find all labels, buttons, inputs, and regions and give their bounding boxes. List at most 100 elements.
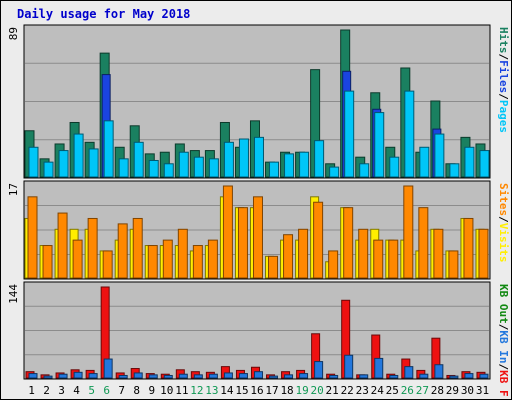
x-tick-label-day-13: 13 bbox=[205, 384, 218, 397]
x-tick-label-day-20: 20 bbox=[311, 384, 324, 397]
bar-pages-day-31 bbox=[479, 150, 490, 178]
x-tick-label-day-22: 22 bbox=[341, 384, 354, 397]
bar-sites-day-18 bbox=[283, 234, 294, 279]
legend-hits: Hits bbox=[497, 27, 510, 54]
bar-sites-day-30 bbox=[463, 217, 474, 279]
bar-kb-in-day-9 bbox=[148, 374, 158, 379]
x-tick-label-day-17: 17 bbox=[265, 384, 278, 397]
bar-pages-day-3 bbox=[58, 150, 69, 178]
bar-pages-day-4 bbox=[73, 133, 84, 178]
bar-kb-in-day-25 bbox=[389, 374, 399, 379]
legend-separator: / bbox=[497, 93, 510, 100]
x-tick-label-day-11: 11 bbox=[175, 384, 188, 397]
x-tick-label-day-21: 21 bbox=[326, 384, 339, 397]
x-tick-label-day-1: 1 bbox=[28, 384, 35, 397]
bar-pages-day-18 bbox=[284, 153, 295, 178]
bar-kb-in-day-24 bbox=[374, 357, 384, 379]
legend-separator: / bbox=[497, 216, 510, 223]
bar-sites-day-3 bbox=[57, 212, 68, 279]
bar-sites-day-1 bbox=[27, 196, 38, 279]
bar-kb-in-day-21 bbox=[329, 374, 339, 379]
bar-sites-day-24 bbox=[373, 239, 384, 279]
x-tick-label-day-14: 14 bbox=[220, 384, 234, 397]
x-tick-label-day-19: 19 bbox=[295, 384, 308, 397]
bar-pages-day-12 bbox=[193, 156, 204, 178]
legend-separator: / bbox=[497, 54, 510, 61]
bar-pages-day-5 bbox=[88, 148, 99, 178]
bar-sites-day-28 bbox=[433, 228, 444, 279]
bar-sites-day-22 bbox=[343, 207, 354, 279]
bar-sites-day-29 bbox=[448, 250, 459, 279]
bar-pages-day-11 bbox=[178, 151, 189, 178]
bar-sites-day-15 bbox=[237, 207, 248, 279]
x-tick-label-day-10: 10 bbox=[160, 384, 173, 397]
bar-kb-in-day-11 bbox=[178, 373, 188, 379]
bar-sites-day-4 bbox=[72, 239, 83, 279]
bar-pages-day-14 bbox=[223, 141, 234, 178]
bar-pages-day-23 bbox=[359, 163, 370, 178]
bar-kb-in-day-14 bbox=[223, 372, 233, 379]
bar-sites-day-20 bbox=[313, 201, 324, 279]
bar-kb-in-day-5 bbox=[88, 373, 98, 379]
x-tick-label-day-26: 26 bbox=[401, 384, 414, 397]
bar-pages-day-29 bbox=[449, 163, 460, 178]
bar-sites-day-10 bbox=[162, 239, 173, 279]
bar-kb-in-day-17 bbox=[269, 375, 279, 379]
bar-sites-day-25 bbox=[388, 239, 399, 279]
x-tick-label-day-18: 18 bbox=[280, 384, 293, 397]
bar-kb-in-day-19 bbox=[299, 373, 309, 379]
bar-kb-in-day-10 bbox=[163, 374, 173, 379]
bar-sites-day-17 bbox=[268, 255, 279, 279]
bar-kb-in-day-28 bbox=[434, 364, 444, 379]
bar-pages-day-6 bbox=[103, 120, 114, 178]
panel-2-legend: Sites/Visits bbox=[497, 183, 510, 263]
bar-pages-day-26 bbox=[404, 90, 415, 178]
bar-pages-day-7 bbox=[118, 158, 129, 178]
x-tick-label-day-12: 12 bbox=[190, 384, 203, 397]
bar-kb-in-day-3 bbox=[58, 373, 68, 379]
bar-pages-day-16 bbox=[253, 136, 264, 178]
legend-kb-out: KB Out bbox=[497, 284, 510, 324]
x-tick-label-day-28: 28 bbox=[431, 384, 444, 397]
bar-sites-day-21 bbox=[328, 250, 339, 279]
bar-sites-day-23 bbox=[358, 228, 369, 279]
bar-pages-day-22 bbox=[344, 90, 355, 178]
x-tick-label-day-2: 2 bbox=[43, 384, 50, 397]
legend-separator: / bbox=[497, 324, 510, 331]
bar-pages-day-2 bbox=[43, 161, 54, 178]
x-tick-label-day-30: 30 bbox=[461, 384, 474, 397]
x-tick-label-day-16: 16 bbox=[250, 384, 263, 397]
bar-kb-in-day-20 bbox=[314, 361, 324, 379]
bar-kb-in-day-29 bbox=[449, 375, 459, 379]
legend-kb-f: KB F bbox=[497, 370, 510, 397]
bar-sites-day-19 bbox=[298, 228, 309, 279]
bar-sites-day-8 bbox=[132, 217, 143, 279]
bar-pages-day-20 bbox=[314, 140, 325, 178]
bar-kb-in-day-8 bbox=[133, 372, 143, 379]
x-tick-label-day-15: 15 bbox=[235, 384, 248, 397]
x-tick-label-day-23: 23 bbox=[356, 384, 369, 397]
bar-kb-in-day-1 bbox=[28, 373, 38, 379]
bar-sites-day-27 bbox=[418, 207, 429, 279]
bar-pages-day-24 bbox=[374, 112, 385, 178]
bar-kb-in-day-30 bbox=[464, 373, 474, 379]
bar-sites-day-7 bbox=[117, 223, 128, 279]
x-tick-label-day-27: 27 bbox=[416, 384, 429, 397]
panel-2-ymax-label: 17 bbox=[7, 183, 20, 196]
x-tick-label-day-4: 4 bbox=[73, 384, 80, 397]
bar-pages-day-30 bbox=[464, 146, 475, 178]
bar-sites-day-11 bbox=[177, 228, 188, 279]
panel-3-legend: KB Out/KB In/KB F bbox=[497, 284, 510, 397]
x-tick-label-day-6: 6 bbox=[103, 384, 110, 397]
legend-kb-in: KB In bbox=[497, 330, 510, 363]
bar-sites-day-26 bbox=[403, 185, 414, 279]
bar-pages-day-9 bbox=[148, 159, 159, 178]
bar-kb-in-day-15 bbox=[238, 373, 248, 379]
bar-kb-in-day-4 bbox=[73, 371, 83, 379]
legend-visits: Visits bbox=[497, 223, 510, 263]
bar-pages-day-1 bbox=[28, 146, 39, 178]
bar-sites-day-6 bbox=[102, 250, 113, 279]
legend-files: Files bbox=[497, 60, 510, 93]
bar-sites-day-16 bbox=[252, 196, 263, 279]
